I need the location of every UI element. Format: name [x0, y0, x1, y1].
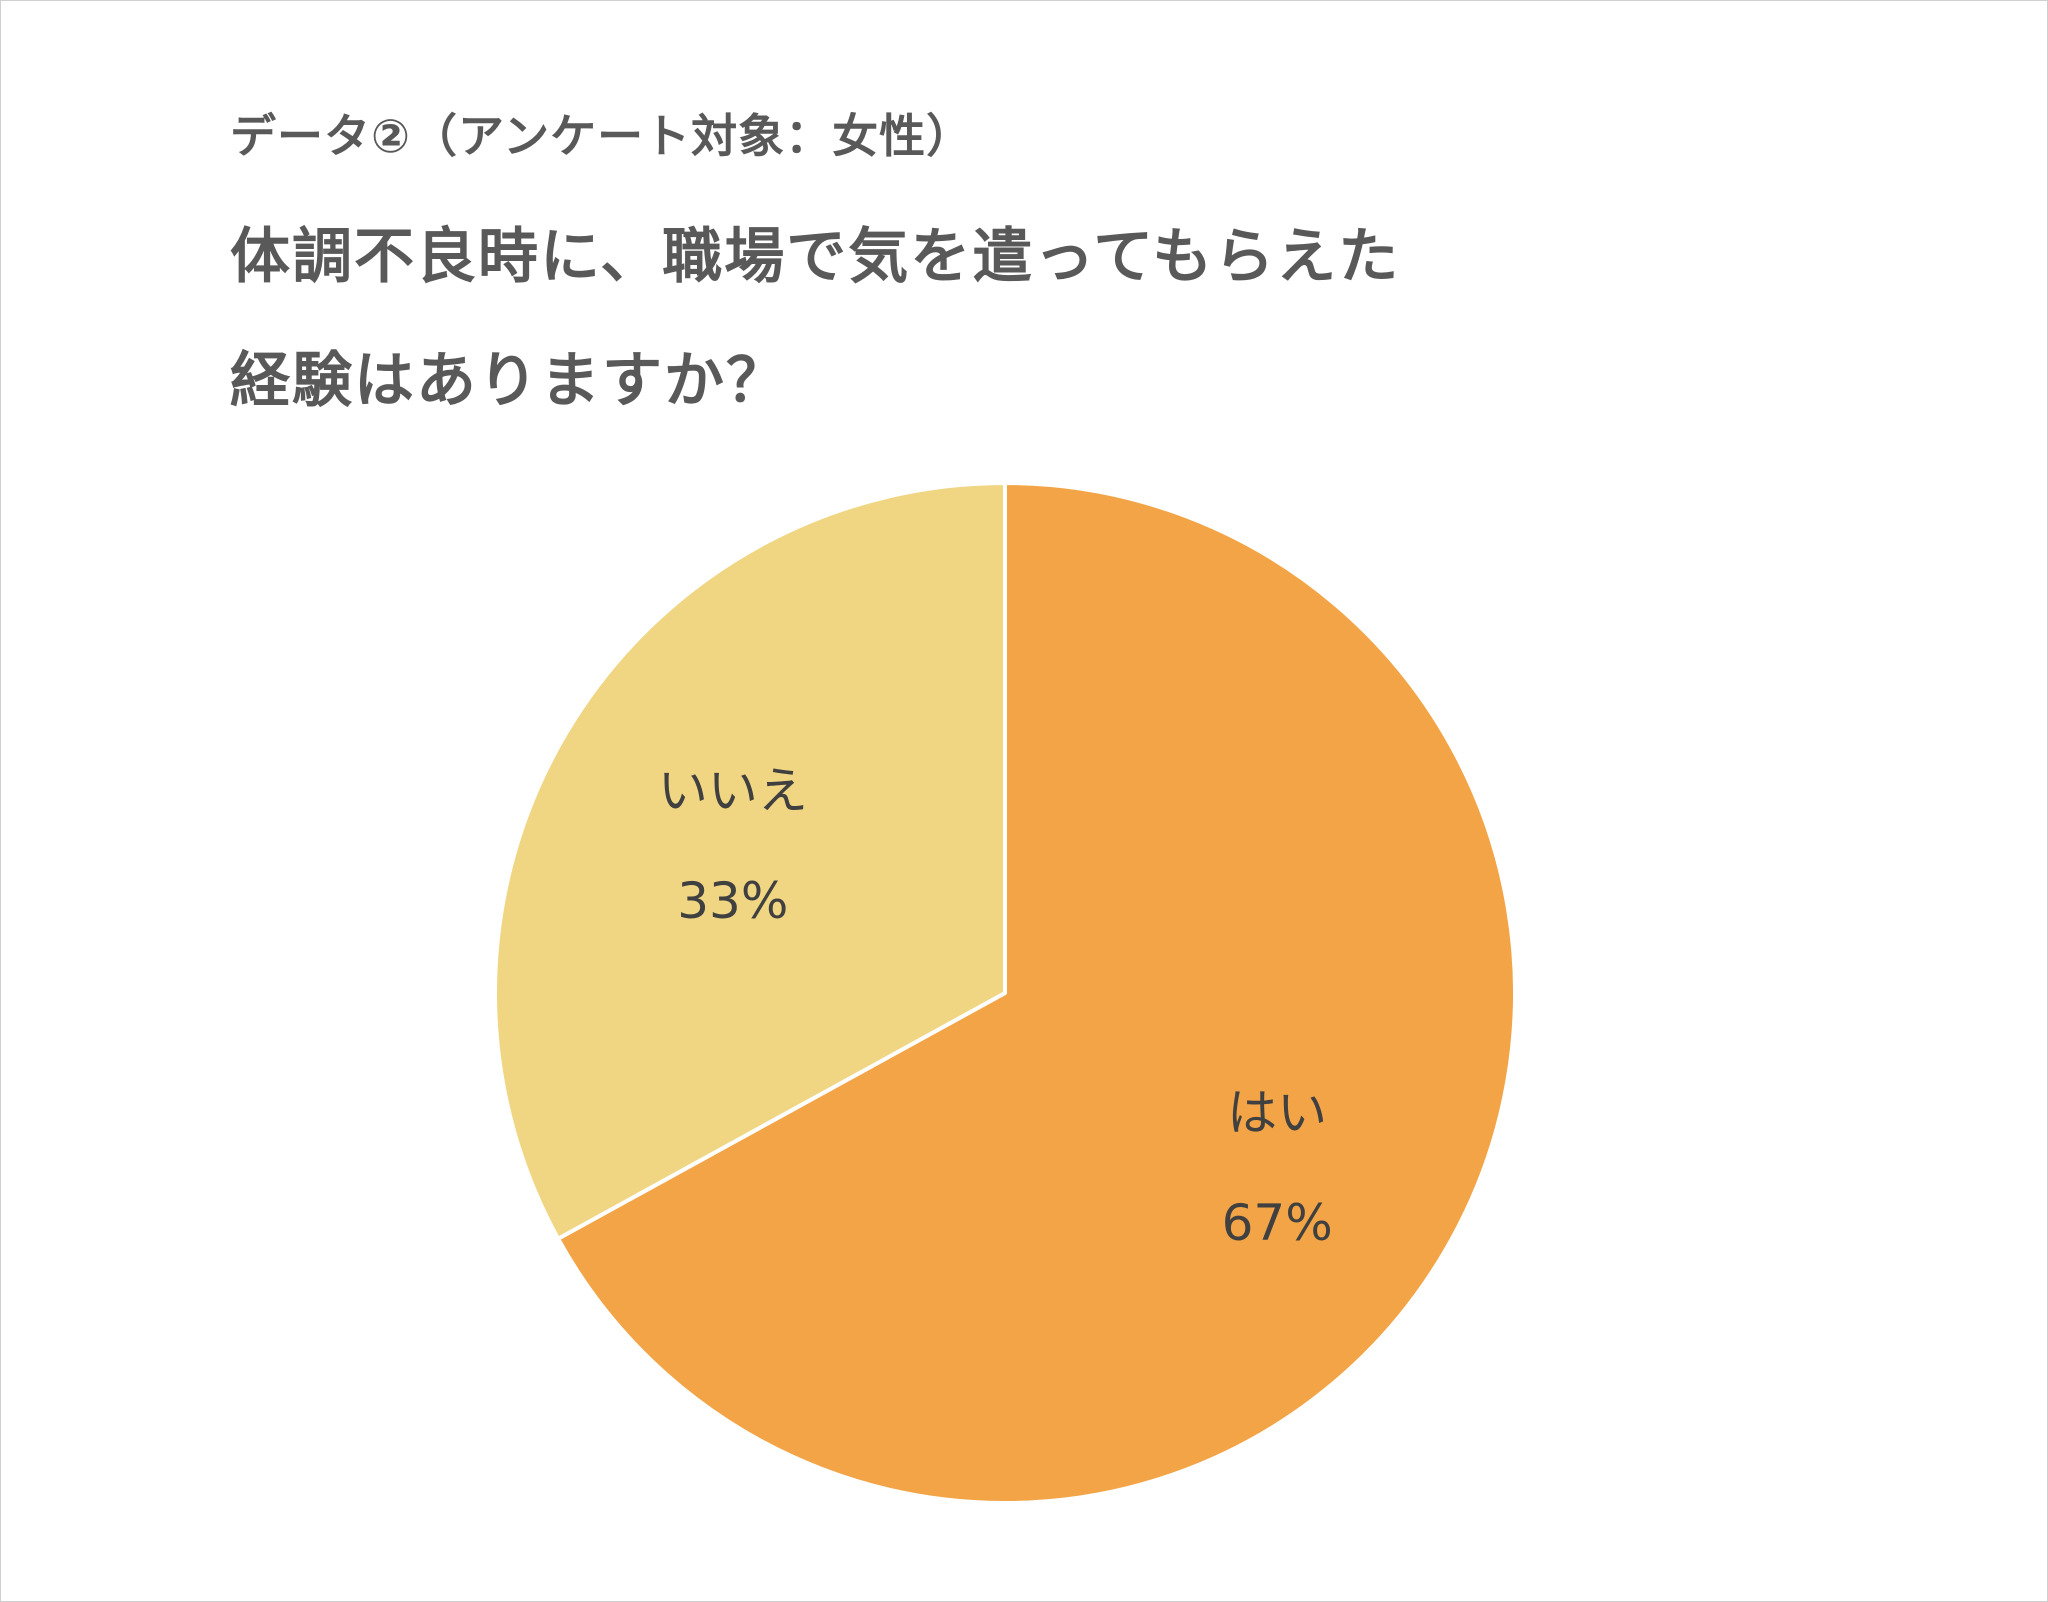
chart-subtitle: データ②（アンケート対象：女性） — [230, 109, 974, 163]
pie-slice-0 — [556, 481, 1517, 1505]
chart-title-line-2: 経験はありますか？ — [230, 346, 788, 416]
chart-title-line-1: 体調不良時に、職場で気を遣ってもらえた — [230, 222, 1401, 292]
slice-category-label-0: はい — [1227, 1084, 1327, 1142]
slice-category-label-1: いいえ — [658, 762, 808, 820]
pie-slice-1 — [493, 481, 1007, 1241]
slice-value-label-0: 67% — [1222, 1194, 1333, 1252]
slice-value-label-1: 33% — [677, 872, 788, 930]
